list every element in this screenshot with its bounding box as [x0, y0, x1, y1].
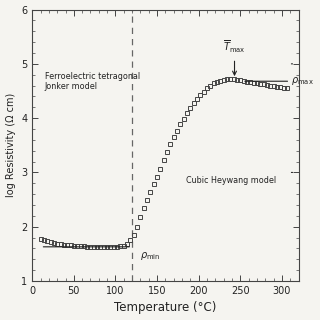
Text: Cubic Heywang model: Cubic Heywang model — [186, 176, 276, 185]
Text: $\overline{T}_{\mathsf{max}}$: $\overline{T}_{\mathsf{max}}$ — [223, 39, 246, 55]
Text: $\rho_{\mathsf{max}}$: $\rho_{\mathsf{max}}$ — [291, 75, 314, 87]
X-axis label: Temperature (°C): Temperature (°C) — [114, 301, 217, 315]
Y-axis label: log Resistivity (Ω cm): log Resistivity (Ω cm) — [5, 93, 16, 197]
Text: $\rho_{\mathsf{min}}$: $\rho_{\mathsf{min}}$ — [140, 250, 161, 262]
Text: Ferroelectric tetragonal
Jonker model: Ferroelectric tetragonal Jonker model — [45, 72, 140, 92]
